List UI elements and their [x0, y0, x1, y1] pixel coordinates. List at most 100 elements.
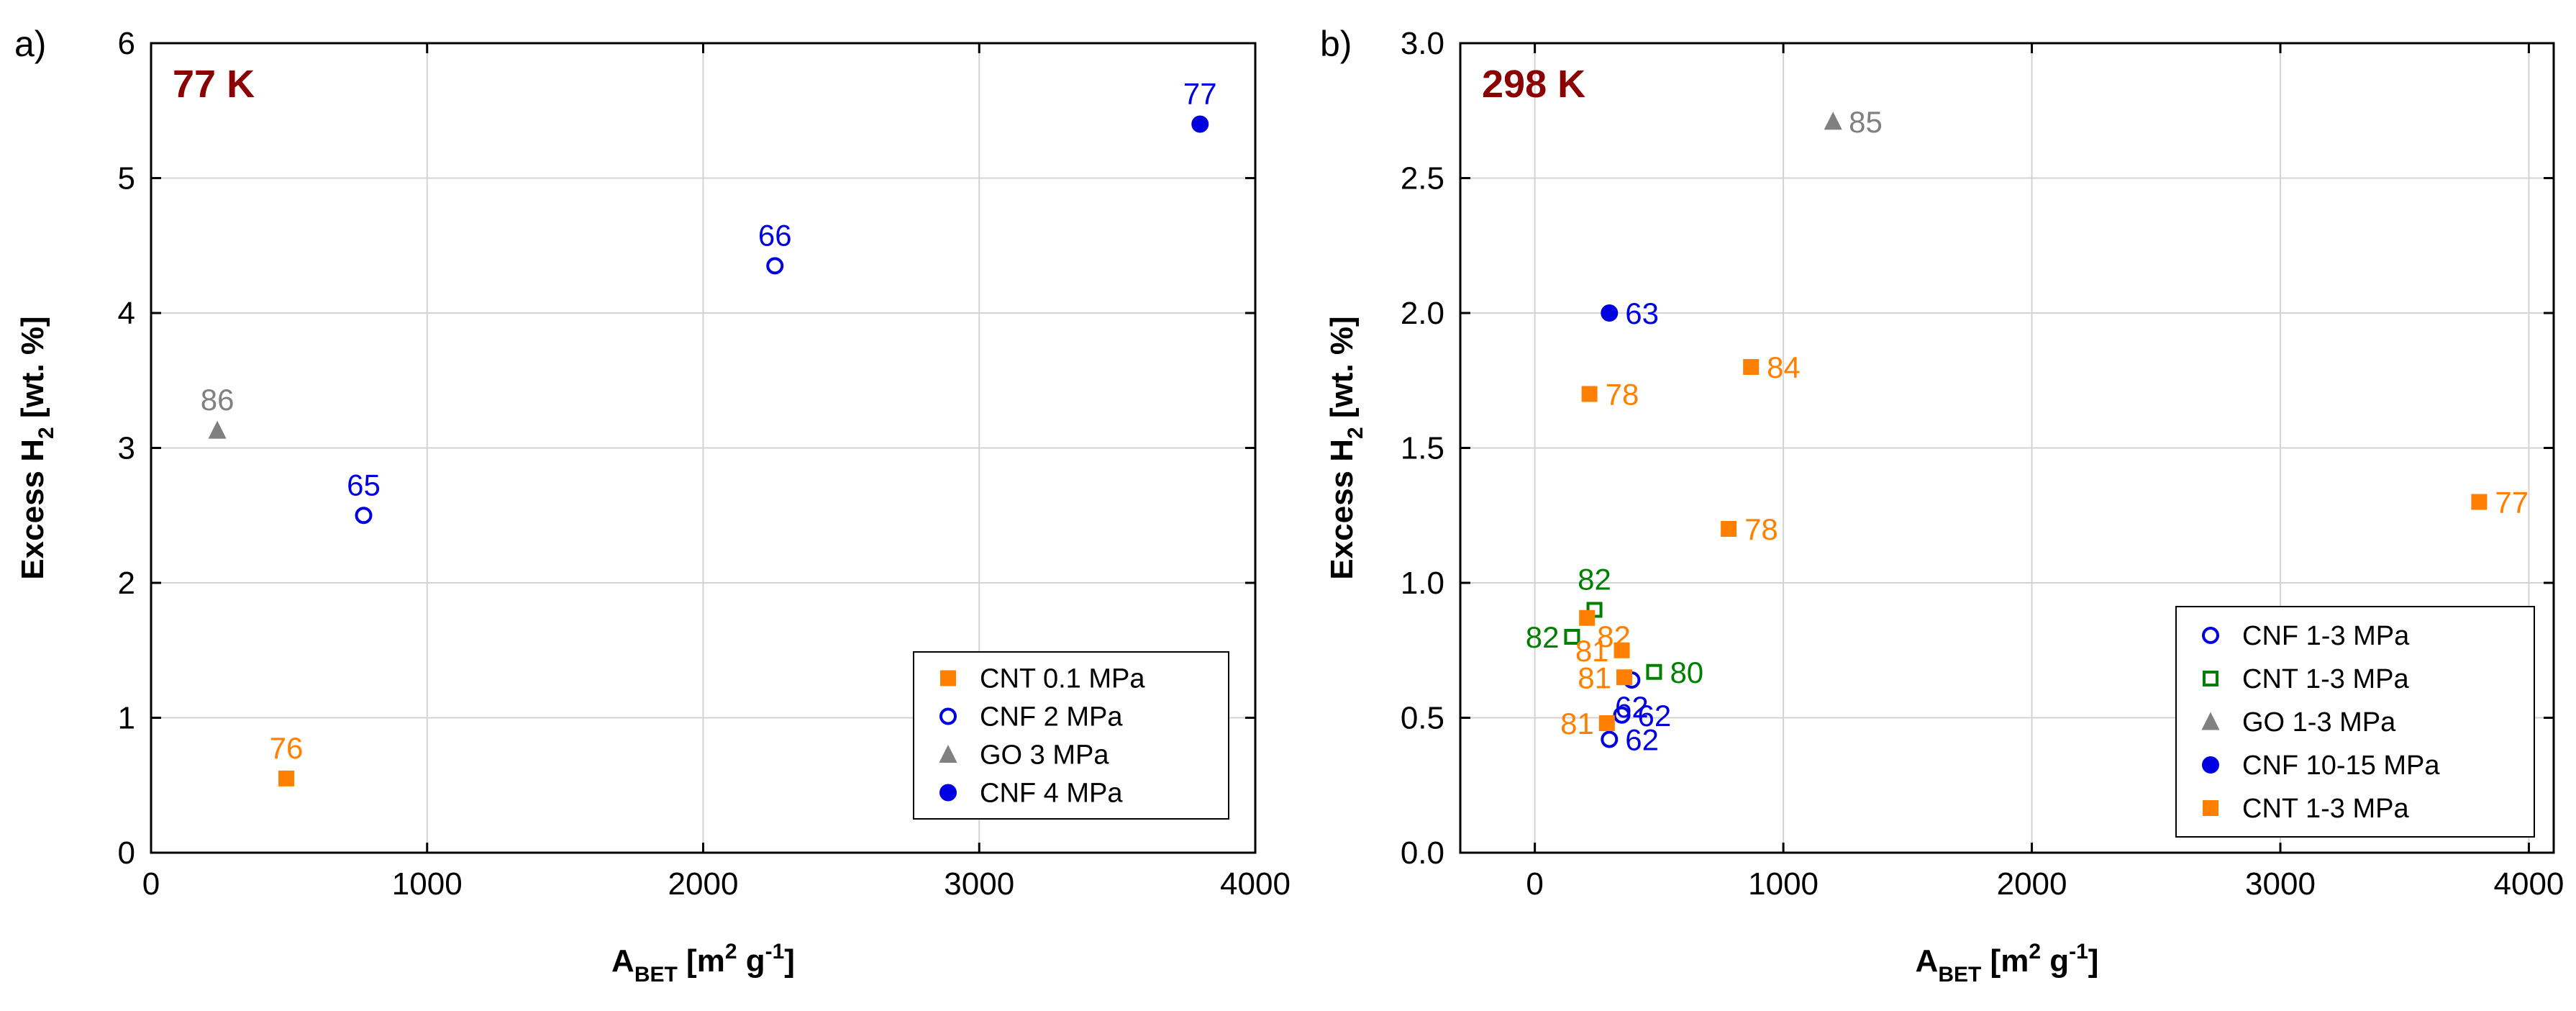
legend-box [913, 651, 1229, 820]
data-label: 86 [201, 383, 235, 417]
y-tick-label: 4 [118, 296, 135, 331]
x-axis-label-part: 2 [725, 940, 737, 964]
legend-marker [2202, 756, 2219, 774]
data-point [208, 420, 227, 439]
data-point [1601, 730, 1619, 748]
y-axis-label-part: Excess H [15, 439, 50, 580]
y-tick-label: 3.0 [1401, 26, 1444, 61]
y-axis-label-part: Excess H [1324, 439, 1360, 580]
data-point [1721, 521, 1737, 537]
x-axis-label: ABET [m2 g-1] [1916, 940, 2099, 987]
legend-marker [939, 707, 957, 725]
y-tick-label: 6 [118, 26, 135, 61]
y-tick-label: 1.0 [1401, 566, 1444, 601]
chart-panel-b: 0 1000 2000 3000 4000 0.0 0.5 1.0 1.5 2.0 2.5 3.0 AB… [1320, 24, 2564, 987]
legend: CNT 0.1 MPa CNF 2 MPa GO 3 MPa CNF 4 MPa [913, 651, 1229, 820]
legend-marker [2201, 712, 2220, 730]
y-tick-label: 2.5 [1401, 161, 1444, 196]
data-label: 84 [1767, 350, 1801, 384]
data-point [1646, 663, 1662, 680]
data-label: 76 [270, 731, 304, 765]
data-point [1616, 669, 1632, 686]
legend-marker [2203, 800, 2218, 816]
data-label: 65 [347, 468, 381, 502]
data-point [1191, 115, 1209, 133]
y-axis-label-part: 2 [35, 427, 58, 439]
data-label: 82 [1578, 563, 1611, 597]
x-tick-label: 2000 [1997, 866, 2067, 902]
legend-marker [939, 744, 957, 763]
x-axis-label-part: A [611, 943, 634, 979]
data-point [766, 257, 784, 275]
legend-entry-label: GO 1-3 MPa [2242, 707, 2396, 738]
legend-box [2175, 606, 2535, 838]
legend-marker [2202, 627, 2219, 644]
data-point [1743, 359, 1760, 375]
data-label: 62 [1638, 699, 1672, 733]
data-point [1579, 609, 1596, 626]
legend-entry-label: CNT 1-3 MPa [2242, 664, 2409, 694]
legend-marker [940, 670, 956, 686]
legend-marker [939, 784, 957, 802]
x-tick-label: 4000 [2494, 866, 2564, 902]
x-tick-label: 1000 [392, 866, 463, 902]
data-label: 77 [2495, 486, 2529, 520]
legend-entry-label: CNF 1-3 MPa [2242, 621, 2410, 651]
data-point [278, 770, 295, 786]
y-tick-label: 5 [118, 161, 135, 196]
data-point [355, 507, 373, 525]
data-label: 77 [1183, 77, 1217, 111]
panel-label: a) [14, 24, 46, 64]
x-axis-label-part: g [737, 943, 765, 979]
legend-entry-label: CNF 10-15 MPa [2242, 751, 2440, 781]
x-tick-label: 0 [142, 866, 160, 902]
temperature-annotation: 77 K [173, 63, 255, 106]
temperature-annotation: 298 K [1482, 63, 1585, 106]
legend-entry-label: CNT 1-3 MPa [2242, 794, 2409, 824]
data-label: 78 [1744, 512, 1778, 546]
x-axis-label-part: -1 [765, 940, 785, 964]
legend: CNF 1-3 MPa CNT 1-3 MPa GO 1-3 MPa CNF 10-1… [2175, 606, 2535, 838]
y-axis-label: Excess H2 [wt. %] [1324, 316, 1367, 579]
y-tick-label: 2 [118, 566, 135, 601]
data-point [1601, 304, 1619, 322]
y-axis-label-part: [wt. %] [1324, 316, 1360, 427]
y-tick-label: 1.5 [1401, 431, 1444, 466]
legend-entry-label: CNT 0.1 MPa [980, 664, 1145, 694]
y-axis-label-part: [wt. %] [15, 316, 50, 427]
y-tick-label: 1 [118, 701, 135, 736]
x-axis-label-part: A [1916, 943, 1939, 979]
x-axis-label-part: 2 [2029, 940, 2041, 964]
x-tick-label: 0 [1526, 866, 1543, 902]
x-tick-label: 4000 [1220, 866, 1291, 902]
y-tick-label: 3 [118, 431, 135, 466]
panel-label: b) [1320, 24, 1352, 64]
data-point [1613, 706, 1631, 724]
y-tick-label: 0.0 [1401, 835, 1444, 871]
data-label: 63 [1625, 296, 1659, 330]
legend-entry-label: GO 3 MPa [980, 740, 1109, 771]
x-axis-label-part: g [2041, 943, 2069, 979]
legend-marker [2203, 671, 2218, 686]
y-tick-label: 0 [118, 835, 135, 871]
x-tick-label: 3000 [2245, 866, 2316, 902]
y-tick-label: 0.5 [1401, 701, 1444, 736]
legend-entry-label: CNF 2 MPa [980, 702, 1123, 733]
data-label: 78 [1606, 378, 1639, 412]
data-label: 66 [758, 218, 792, 252]
x-axis-label-part: [m [1981, 943, 2029, 979]
data-point [1564, 629, 1580, 645]
data-point [2471, 494, 2488, 510]
x-tick-label: 2000 [668, 866, 739, 902]
y-axis-label: Excess H2 [wt. %] [15, 316, 58, 579]
x-tick-label: 1000 [1748, 866, 1819, 902]
data-label: 62 [1625, 723, 1659, 757]
data-label: 80 [1670, 656, 1703, 689]
x-axis-label: ABET [m2 g-1] [611, 940, 795, 987]
data-point [1614, 642, 1630, 658]
data-label: 85 [1849, 105, 1883, 139]
data-label: 62 [1615, 690, 1649, 724]
data-point [1581, 386, 1598, 402]
